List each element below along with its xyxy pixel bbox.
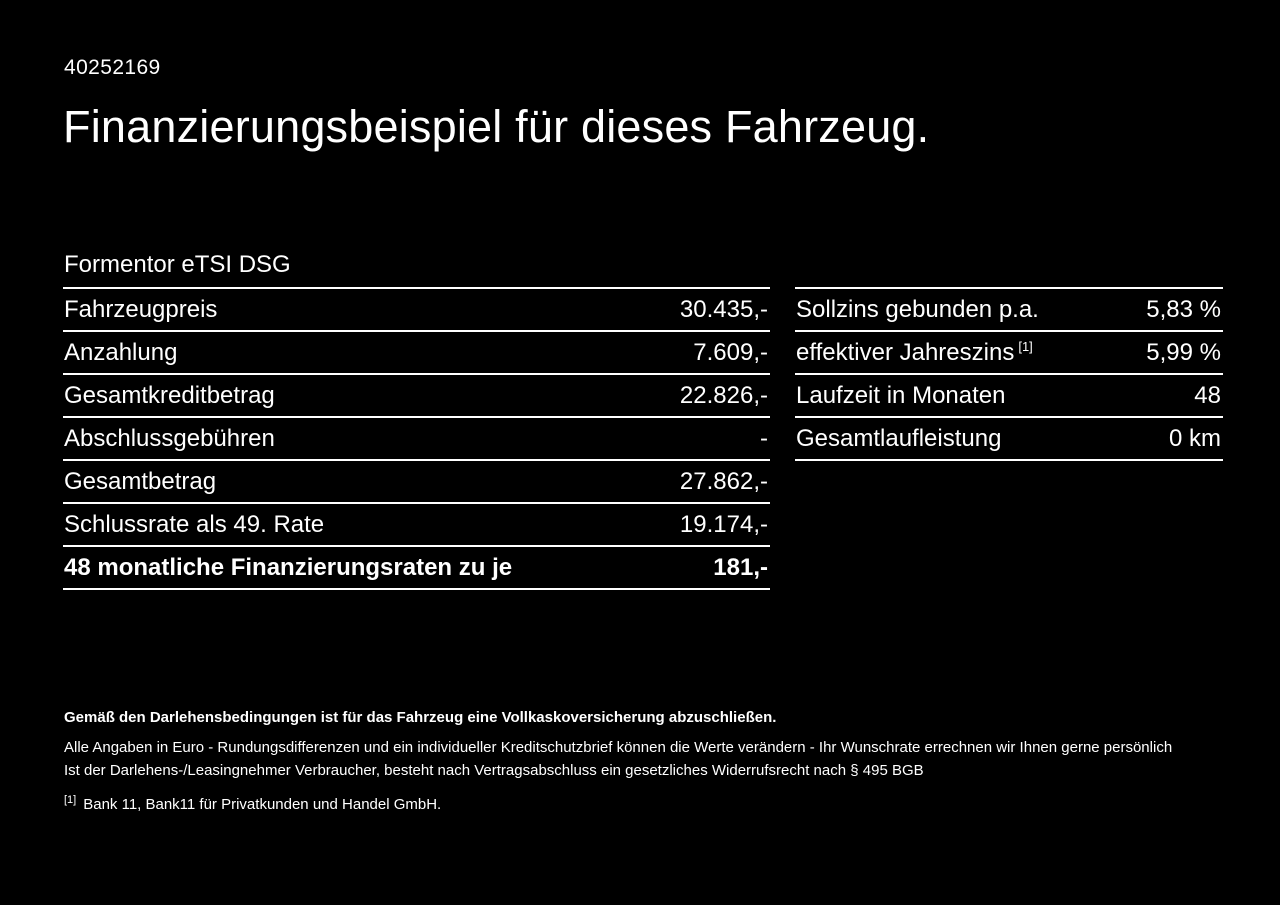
row-label: Abschlussgebühren [64,424,275,452]
insurance-note: Gemäß den Darlehensbedingungen ist für d… [64,709,777,726]
row-label: 48 monatliche Finanzierungsraten zu je [64,553,513,581]
finance-table-left: Fahrzeugpreis 30.435,- Anzahlung 7.609,-… [63,287,770,590]
table-row-abschlussgebuehren: Abschlussgebühren - [63,418,770,461]
finance-tables: Fahrzeugpreis 30.435,- Anzahlung 7.609,-… [63,287,1223,590]
table-row-monatsrate: 48 monatliche Finanzierungsraten zu je 1… [63,547,770,590]
row-label: Schlussrate als 49. Rate [64,510,325,538]
row-label: Sollzins gebunden p.a. [796,295,1039,323]
row-value: 7.609,- [693,338,768,366]
row-value: 27.862,- [679,467,768,495]
disclaimer-line: Alle Angaben in Euro - Rundungsdifferenz… [64,739,1173,756]
table-row-gesamtlaufleistung: Gesamtlaufleistung 0 km [795,418,1223,461]
legal-footer: Gemäß den Darlehensbedingungen ist für d… [64,706,1234,816]
row-label: Fahrzeugpreis [64,295,218,323]
row-label: Anzahlung [64,338,178,366]
footnote-ref: [1] [1018,338,1033,354]
row-label: Laufzeit in Monaten [796,381,1006,409]
row-label: effektiver Jahreszins [1] [796,338,1033,366]
row-value: 0 km [1168,424,1221,452]
footnote-text: Bank 11, Bank11 für Privatkunden und Han… [83,796,442,813]
row-label: Gesamtkreditbetrag [64,381,275,409]
row-label: Gesamtlaufleistung [796,424,1002,452]
table-row-gesamtbetrag: Gesamtbetrag 27.862,- [63,461,770,504]
table-row-sollzins: Sollzins gebunden p.a. 5,83 % [795,289,1223,332]
table-row-schlussrate: Schlussrate als 49. Rate 19.174,- [63,504,770,547]
page-title: Finanzierungsbeispiel für dieses Fahrzeu… [63,101,930,152]
document-id: 40252169 [64,56,161,79]
row-value: 5,99 % [1146,338,1221,366]
row-label: Gesamtbetrag [64,467,217,495]
row-value: 181,- [713,553,768,581]
finance-table-right: Sollzins gebunden p.a. 5,83 % effektiver… [795,287,1223,461]
table-row-laufzeit: Laufzeit in Monaten 48 [795,375,1223,418]
footnote: [1] Bank 11, Bank11 für Privatkunden und … [64,789,1234,816]
table-row-gesamtkreditbetrag: Gesamtkreditbetrag 22.826,- [63,375,770,418]
table-row-anzahlung: Anzahlung 7.609,- [63,332,770,375]
row-value: 48 [1194,381,1221,409]
vehicle-model: Formentor eTSI DSG [64,251,291,278]
row-value: 22.826,- [679,381,768,409]
table-row-fahrzeugpreis: Fahrzeugpreis 30.435,- [63,289,770,332]
row-value: - [760,424,768,452]
row-value: 30.435,- [679,295,768,323]
row-value: 5,83 % [1146,295,1221,323]
table-row-effektiver-jahreszins: effektiver Jahreszins [1] 5,99 % [795,332,1223,375]
footnote-marker: [1] [64,794,77,806]
withdrawal-note: Ist der Darlehens-/Leasingnehmer Verbrau… [64,762,924,779]
row-value: 19.174,- [679,510,768,538]
